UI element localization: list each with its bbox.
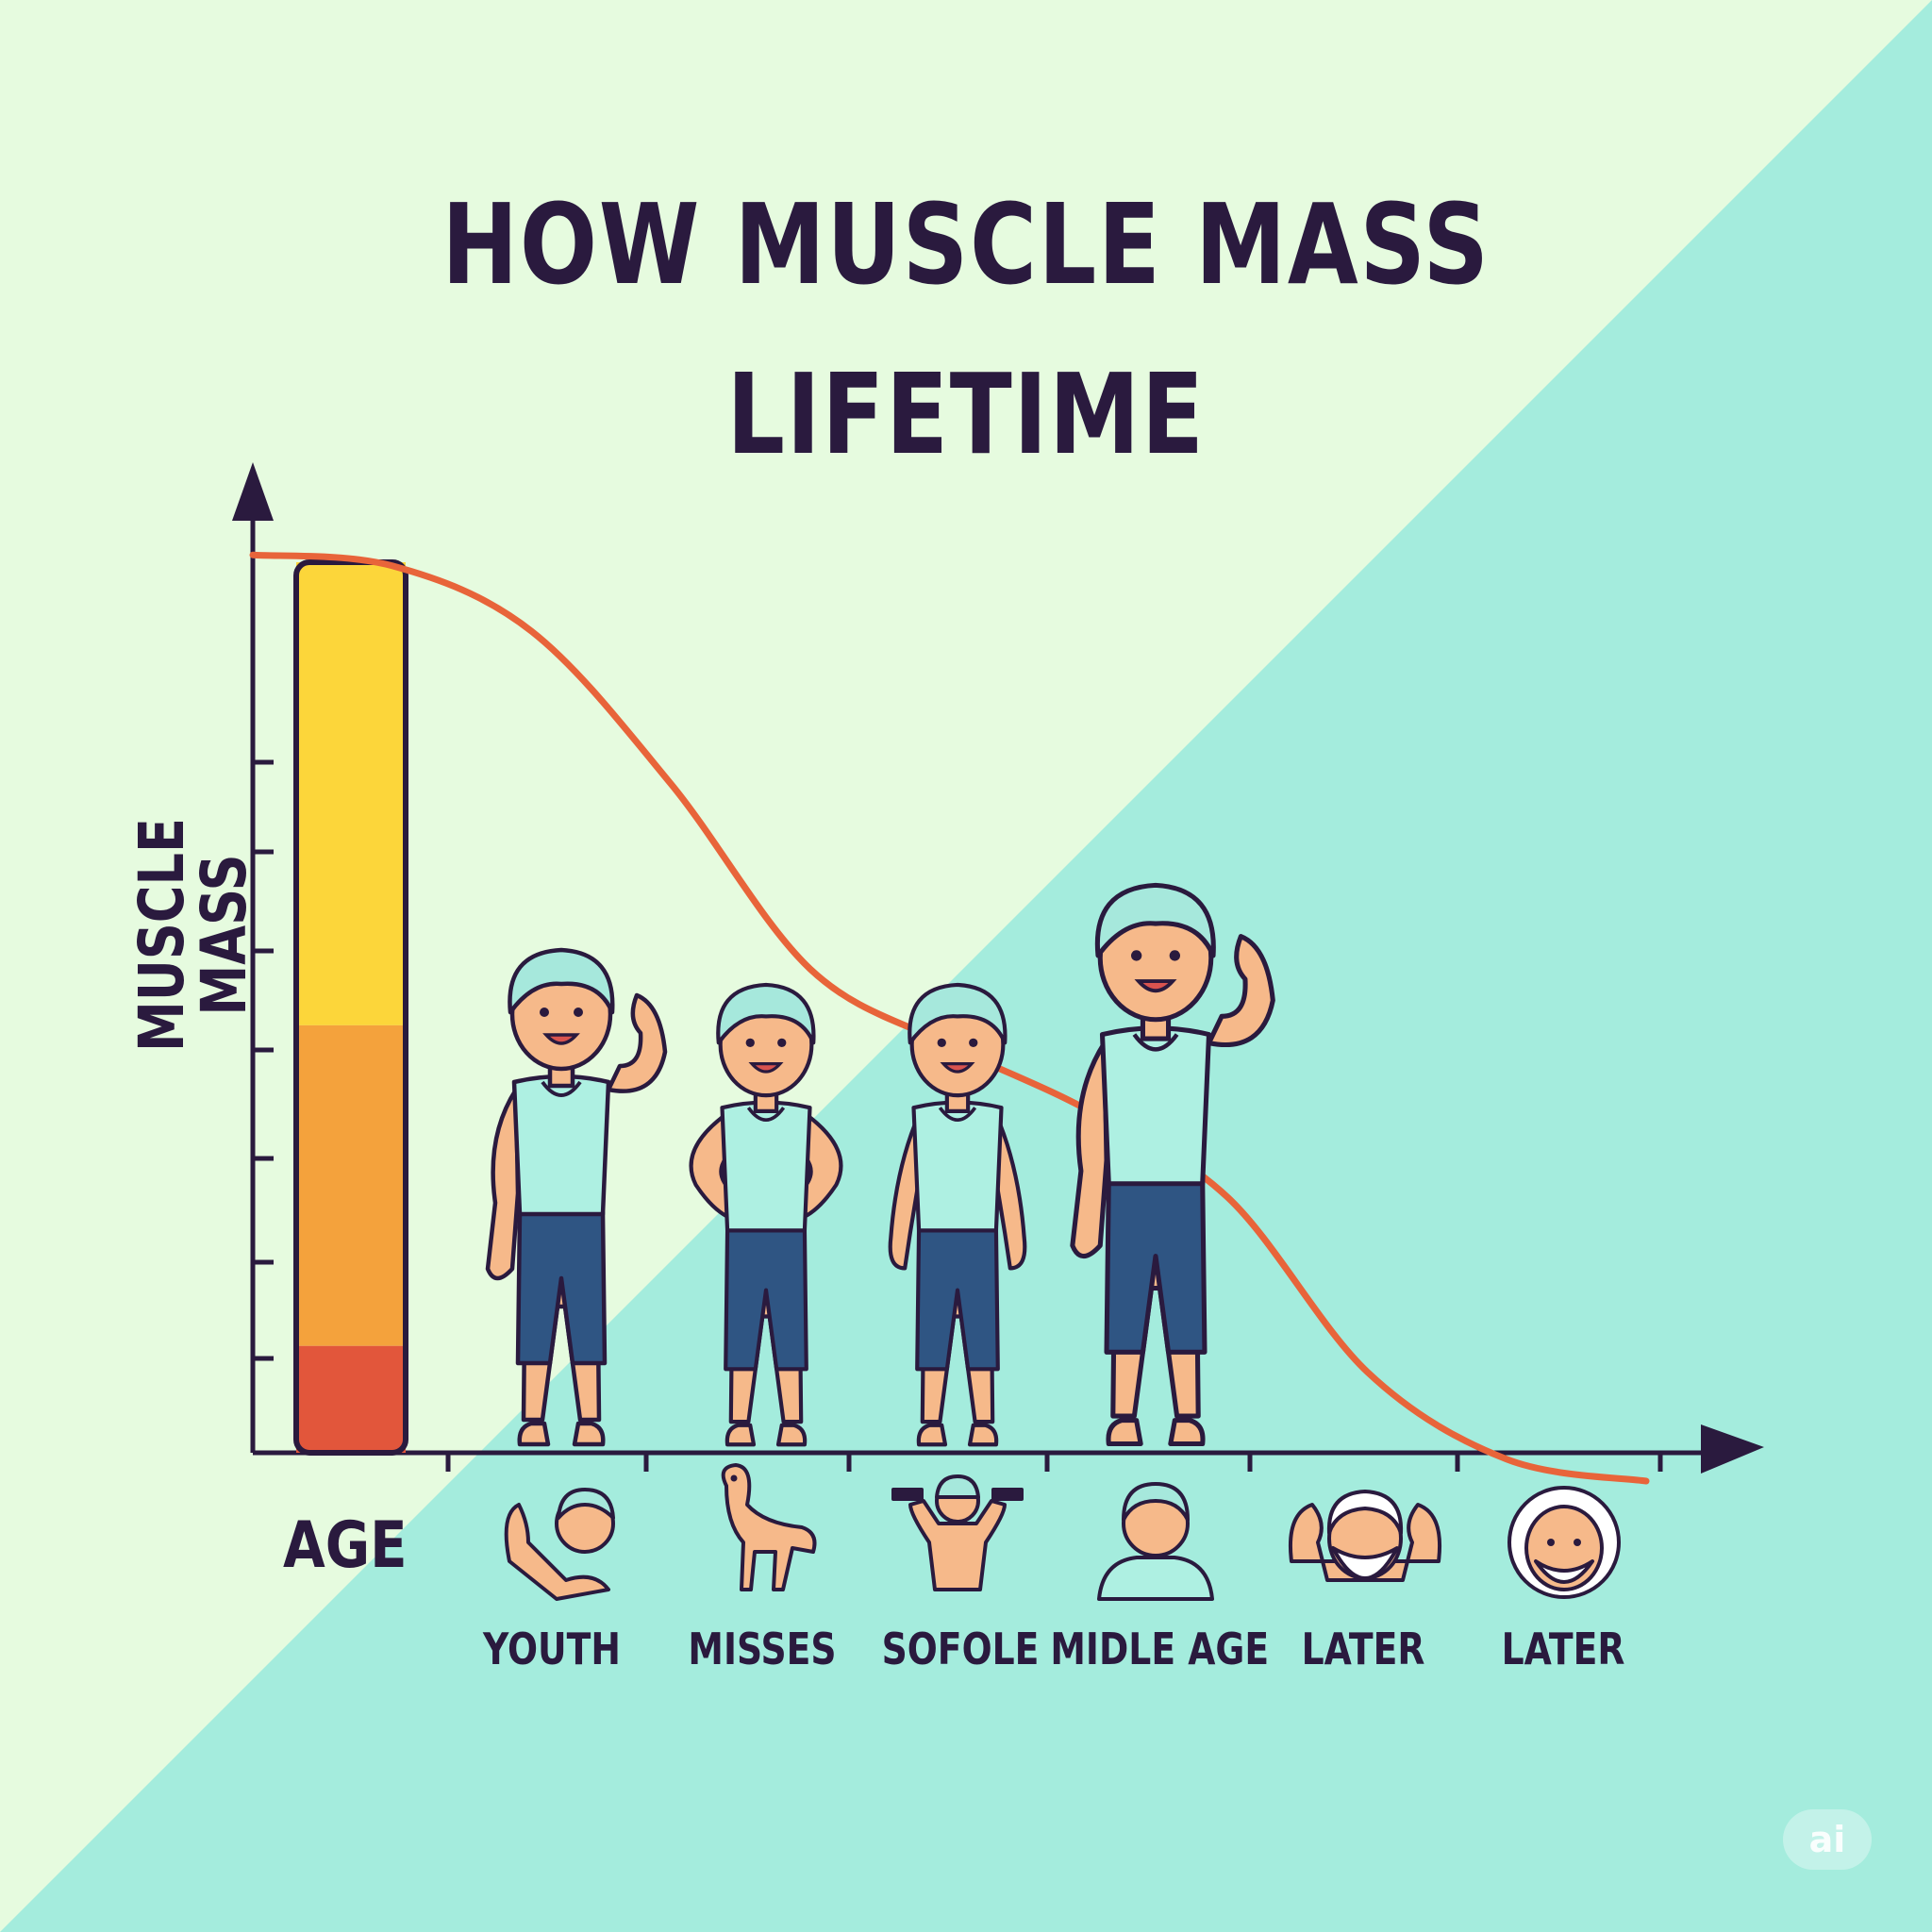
figure-mouth [940,1062,975,1074]
figure-right-foot [1168,1418,1206,1447]
figure-neckline [1132,1033,1179,1052]
figure-adult-hands-on-hips [689,982,843,1447]
figure-hair [1094,882,1216,958]
bar-segment-mid [296,1024,406,1346]
baby-hair [557,1488,615,1520]
flexing-baby-icon [504,1488,615,1601]
watermark-badge: ai [1783,1809,1872,1870]
figures [485,882,1275,1447]
figure-left-foot [724,1423,757,1447]
figure-mouth [1134,979,1177,993]
bar-segment-low [296,1345,406,1453]
bar-segment-high [296,562,406,1025]
x-axis-arrow [1701,1424,1764,1474]
y-axis-arrow [232,462,274,521]
figure-middle-age-flexing [1070,882,1275,1447]
figure-right-eye [1169,950,1180,961]
figure-left-eye [937,1038,946,1047]
figure-shorts [1104,1178,1208,1355]
lifter-body [908,1499,1007,1591]
figure-left-foot [916,1423,948,1447]
lifter-hair [935,1474,980,1499]
figure-right-foot [775,1423,808,1447]
elder-beard [1534,1559,1594,1584]
stage-label-4: MIDLE AGE [1050,1624,1270,1674]
figure-neckline [938,1107,977,1123]
figure-left-eye [745,1038,755,1047]
figure-shorts [515,1209,608,1366]
figure-hair [716,982,816,1045]
chart-title-line-2: LIFETIME [726,349,1206,479]
muscle-bar [293,559,408,1456]
stage-icons [504,1463,1621,1601]
bird-shape [721,1463,817,1591]
figure-adult-standing [888,982,1027,1447]
figure-neckline [746,1107,786,1123]
figure-right-eye [969,1038,978,1047]
child-hair [1122,1482,1190,1522]
figure-left-foot [1106,1418,1143,1447]
bearded-elder-flexing-icon [1289,1490,1441,1582]
stage-label-2: MISSES [688,1624,837,1674]
figure-mouth [748,1062,784,1074]
figure-left-foot [517,1421,551,1447]
left-dumbbell [891,1488,924,1501]
figure-left-arm [485,1087,521,1281]
dumbbell-lifter-icon [891,1474,1024,1591]
elder-beard [1331,1546,1399,1580]
child-shoulders [1097,1556,1214,1601]
figure-flexed-arm [606,992,668,1093]
figure-left-eye [540,1008,549,1017]
stage-label-6: LATER [1501,1624,1625,1674]
figure-youth-flexing [485,947,668,1447]
stage-label-1: YOUTH [483,1624,621,1674]
figure-hair [908,982,1008,1045]
figure-flexed-arm [1206,934,1275,1048]
figure-tank-top [720,1100,812,1233]
figure-tank-top [911,1100,1004,1233]
figure-mouth [542,1033,580,1045]
chart-title-line-1: HOW MUSCLE MASS [441,179,1491,309]
elder-face-icon [1507,1486,1621,1599]
right-dumbbell [991,1488,1024,1501]
bar-outline [293,559,408,1456]
elder-right-eye [1574,1539,1581,1546]
figure-hair [508,947,615,1015]
figure-right-foot [967,1423,999,1447]
stage-label-5: LATER [1301,1624,1425,1674]
figure-left-eye [1131,950,1142,961]
figure-shorts [915,1226,1000,1372]
elder-hair [1326,1490,1404,1535]
child-bust-icon [1097,1482,1214,1601]
figure-right-foot [572,1421,606,1447]
bird-eye [730,1474,738,1482]
baby-body [504,1503,610,1601]
figure-neckline [541,1080,582,1097]
x-axis-label: AGE [283,1508,408,1583]
y-axis-label: MUSCLE MASS [125,818,260,1052]
bird-icon [721,1463,817,1591]
figure-shorts [724,1226,808,1372]
figure-left-arm [1070,1041,1109,1259]
axes [232,462,1764,1474]
elder-arms [1289,1503,1441,1582]
figure-right-eye [777,1038,787,1047]
figure-right-eye [574,1008,583,1017]
stage-label-3: SOFOLE [881,1624,1040,1674]
elder-left-eye [1547,1539,1555,1546]
